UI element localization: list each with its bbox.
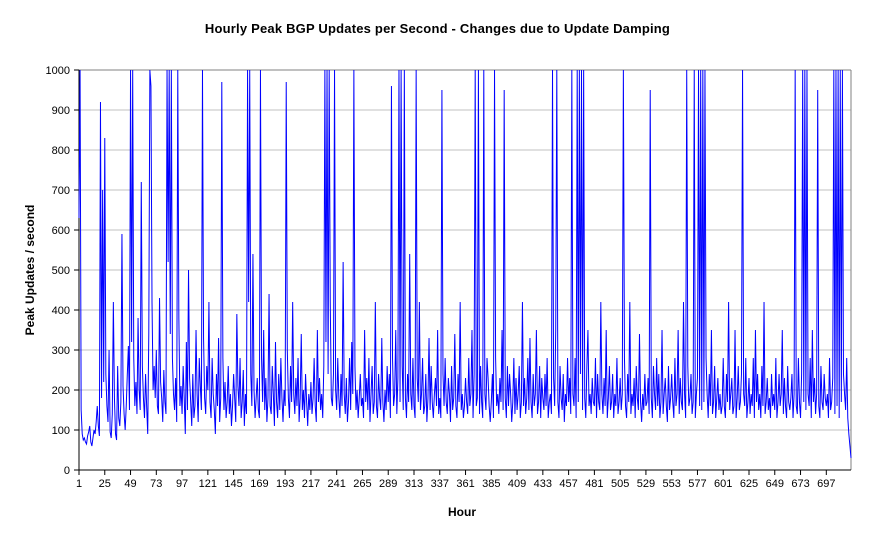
x-tick-label: 433: [534, 478, 552, 490]
y-tick-label: 1000: [46, 65, 70, 77]
x-tick-label: 265: [353, 478, 371, 490]
x-tick-label: 169: [250, 478, 268, 490]
x-tick-label: 673: [791, 478, 809, 490]
x-tick-label: 121: [199, 478, 217, 490]
x-tick-label: 601: [714, 478, 732, 490]
x-tick-label: 553: [663, 478, 681, 490]
chart-title: Hourly Peak BGP Updates per Second - Cha…: [204, 21, 671, 36]
x-tick-label: 97: [176, 478, 188, 490]
x-tick-label: 289: [379, 478, 397, 490]
y-tick-label: 600: [52, 225, 70, 237]
x-tick-label: 361: [456, 478, 474, 490]
x-tick-label: 505: [611, 478, 629, 490]
y-tick-label: 500: [52, 265, 70, 277]
x-tick-label: 529: [637, 478, 655, 490]
x-axis-title: Hour: [448, 505, 476, 519]
y-tick-label: 900: [52, 105, 70, 117]
x-tick-label: 193: [276, 478, 294, 490]
y-tick-label: 800: [52, 145, 70, 157]
x-tick-label: 241: [328, 478, 346, 490]
data-series-line: [78, 69, 852, 459]
x-tick-label: 145: [224, 478, 242, 490]
x-tick-label: 385: [482, 478, 500, 490]
y-tick-label: 400: [52, 305, 70, 317]
y-axis-title: Peak Updates / second: [23, 204, 37, 336]
y-tick-label: 100: [52, 425, 70, 437]
y-tick-label: 0: [64, 465, 70, 477]
x-tick-label: 409: [508, 478, 526, 490]
x-tick-label: 625: [740, 478, 758, 490]
x-tick-label: 1: [76, 478, 82, 490]
x-tick-label: 73: [150, 478, 162, 490]
x-tick-label: 313: [405, 478, 423, 490]
y-tick-label: 300: [52, 345, 70, 357]
y-tick-label: 700: [52, 185, 70, 197]
x-tick-label: 697: [817, 478, 835, 490]
x-tick-label: 481: [585, 478, 603, 490]
x-tick-label: 49: [124, 478, 136, 490]
y-tick-label: 200: [52, 385, 70, 397]
x-tick-label: 457: [559, 478, 577, 490]
x-tick-label: 337: [431, 478, 449, 490]
x-tick-label: 25: [99, 478, 111, 490]
x-tick-label: 649: [766, 478, 784, 490]
x-tick-label: 217: [302, 478, 320, 490]
x-tick-label: 577: [688, 478, 706, 490]
